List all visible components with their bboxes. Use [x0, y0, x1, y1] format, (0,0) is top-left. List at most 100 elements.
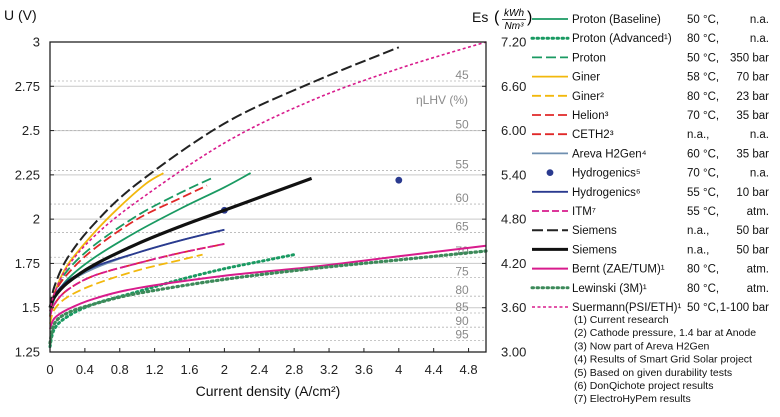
legend-pressure: 10 bar — [736, 187, 769, 199]
y2-tick-label: 3.00 — [501, 345, 526, 360]
efficiency-label: 80 — [455, 283, 469, 297]
legend-pressure: 50 bar — [736, 244, 769, 256]
legend-temperature: 50 °C, — [687, 52, 719, 64]
efficiency-label: 75 — [455, 265, 469, 279]
efficiency-label: 95 — [455, 327, 469, 341]
y-tick-label: 2.75 — [15, 79, 40, 94]
x-tick-label: 1.6 — [180, 362, 198, 377]
legend-pressure: n.a. — [750, 129, 769, 141]
legend-pressure: 70 bar — [736, 72, 769, 84]
legend-temperature: 80 °C, — [687, 264, 719, 276]
legend-name: Proton (Baseline) — [572, 14, 661, 26]
series-line — [49, 46, 400, 308]
x-tick-label: 3.6 — [355, 362, 373, 377]
legend-temperature: 80 °C, — [687, 33, 719, 45]
legend-pressure: n.a. — [750, 33, 769, 45]
y2-axis-ticks: 3.00 3.60 4.20 4.80 5.40 6.00 6.60 7.20 — [482, 35, 526, 360]
legend-temperature: 55 °C, — [687, 206, 719, 218]
legend-pressure: 350 bar — [730, 52, 769, 64]
legend-name: Siemens — [572, 225, 617, 237]
y2-unit-numerator: kWh — [504, 8, 524, 19]
series-line — [48, 249, 488, 345]
y-tick-label: 1.25 — [15, 345, 40, 360]
y-axis-label: U (V) — [4, 7, 37, 23]
x-tick-label: 4.4 — [425, 362, 443, 377]
x-tick-label: 0.4 — [76, 362, 94, 377]
legend-name: Areva H2Gen⁴ — [572, 148, 647, 160]
legend-name: CETH2³ — [572, 129, 614, 141]
data-series — [48, 41, 488, 349]
efficiency-label: 85 — [455, 300, 469, 314]
footnote: (7) ElectroHyPem results — [574, 393, 691, 405]
x-tick-label: 2 — [221, 362, 228, 377]
footnote: (2) Cathode pressure, 1.4 bar at Anode — [574, 327, 756, 339]
legend-temperature: 60 °C, — [687, 148, 719, 160]
x-tick-label: 4.8 — [460, 362, 478, 377]
y-tick-label: 3 — [33, 35, 40, 50]
legend-pressure: atm. — [747, 264, 769, 276]
legend-temperature: 50 °C, — [687, 14, 719, 26]
legend-name: Bernt (ZAE/TUM)¹ — [572, 264, 665, 276]
legend-pressure: 35 bar — [736, 110, 769, 122]
y-axis-ticks: 1.25 1.5 1.75 2 2.25 2.5 2.75 3 — [15, 35, 54, 360]
data-point — [395, 176, 403, 184]
legend-name: ITM⁷ — [572, 206, 596, 218]
x-tick-label: 0.8 — [111, 362, 129, 377]
y2-axis-label: Es ( kWh Nm³ ) — [472, 8, 532, 32]
legend-name: Giner — [572, 72, 600, 84]
legend-temperature: 70 °C, — [687, 110, 719, 122]
footnote: (6) DonQichote project results — [574, 380, 713, 392]
legend-pressure: 1-100 bar — [720, 302, 769, 314]
series-line — [49, 243, 225, 317]
legend-temperature: n.a., — [687, 129, 709, 141]
y-tick-label: 2.5 — [22, 123, 40, 138]
y2-tick-label: 6.60 — [501, 79, 526, 94]
legend-temperature: 55 °C, — [687, 187, 719, 199]
x-axis-label: Current density (A/cm²) — [196, 383, 341, 399]
y2-tick-label: 5.40 — [501, 167, 526, 182]
footnote: (4) Results of Smart Grid Solar project — [574, 354, 752, 366]
y2-tick-label: 4.80 — [501, 212, 526, 227]
legend-name: Helion³ — [572, 110, 609, 122]
legend-pressure: n.a. — [750, 168, 769, 180]
y2-open-paren: ( — [494, 9, 500, 26]
legend-temperature: 70 °C, — [687, 168, 719, 180]
efficiency-axis-label: ηLHV (%) — [416, 93, 468, 107]
grid-lines — [50, 41, 486, 353]
footnote: (5) Based on given durability tests — [574, 367, 732, 379]
efficiency-label: 55 — [455, 157, 469, 171]
y2-tick-label: 7.20 — [501, 35, 526, 50]
legend-temperature: n.a., — [687, 244, 709, 256]
legend-pressure: n.a. — [750, 14, 769, 26]
legend-name: Hydrogenics⁶ — [572, 187, 641, 199]
y-tick-label: 1.5 — [22, 300, 40, 315]
y2-axis-symbol: Es — [472, 9, 488, 25]
legend-temperature: n.a., — [687, 225, 709, 237]
series-line — [49, 253, 203, 324]
y2-tick-label: 4.20 — [501, 256, 526, 271]
x-tick-label: 2.4 — [250, 362, 268, 377]
legend-name: Suermann(PSI/ETH)¹ — [572, 302, 681, 314]
efficiency-label: 65 — [455, 219, 469, 233]
series-line — [49, 244, 487, 330]
legend-temperature: 58 °C, — [687, 72, 719, 84]
efficiency-label: 45 — [455, 68, 469, 82]
x-tick-label: 0 — [46, 362, 53, 377]
y-tick-label: 2.25 — [15, 167, 40, 182]
y2-tick-label: 3.60 — [501, 300, 526, 315]
legend-pressure: atm. — [747, 283, 769, 295]
legend-pressure: 50 bar — [736, 225, 769, 237]
legend-pressure: 35 bar — [736, 148, 769, 160]
efficiency-label: 90 — [455, 314, 469, 328]
efficiency-label: 70 — [455, 244, 469, 258]
legend-name: Proton (Advanced¹) — [572, 33, 672, 45]
y2-tick-label: 6.00 — [501, 123, 526, 138]
legend: Proton (Baseline) 50 °C, n.a. Proton (Advan… — [530, 14, 769, 314]
x-tick-label: 2.8 — [285, 362, 303, 377]
x-tick-label: 4 — [395, 362, 402, 377]
y-tick-label: 1.75 — [15, 256, 40, 271]
legend-name: Proton — [572, 52, 606, 64]
series-line — [48, 176, 313, 309]
